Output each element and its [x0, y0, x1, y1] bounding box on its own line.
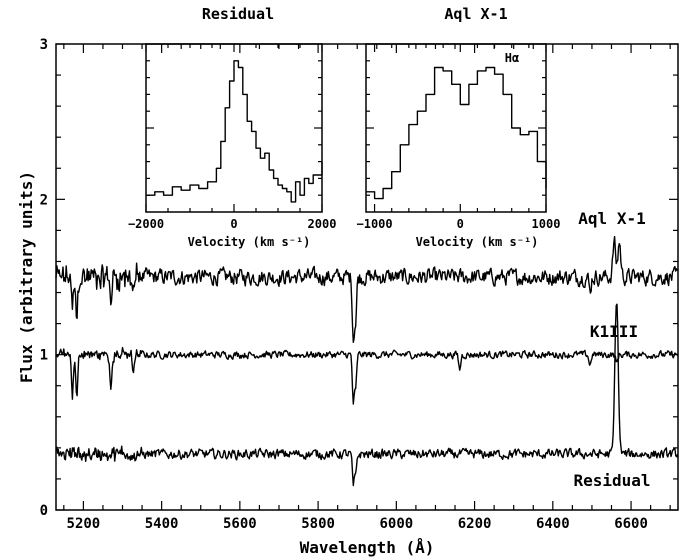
spectrum-line-aql-x1: [55, 235, 678, 343]
inset-aql-annotation: Hα: [505, 51, 519, 65]
inset-spectrum-line: [366, 66, 547, 200]
x-tick-label: 6400: [536, 516, 570, 532]
inset-residual-xlabel: Velocity (km s⁻¹): [188, 235, 311, 249]
x-tick-label: 5200: [67, 516, 101, 532]
series-label-residual: Residual: [573, 471, 650, 490]
inset-aql-spectrum: [366, 66, 547, 200]
y-tick-label: 3: [40, 37, 48, 53]
x-tick-label: 5600: [223, 516, 257, 532]
inset-residual-title: Residual: [202, 5, 274, 23]
inset-residual-ticks: −2000 0 2000: [128, 44, 337, 231]
y-tick-label: 1: [40, 348, 48, 364]
inset-x-tick-label: 0: [457, 217, 464, 231]
spectrum-line-residual: [55, 303, 679, 487]
y-tick-label: 2: [40, 192, 48, 208]
x-tick-label: 5400: [145, 516, 179, 532]
inset-aql-panel: Aql X-1 −1000 0 1000 Hα Velocity (km s⁻¹): [357, 5, 561, 249]
inset-x-tick-label: 0: [230, 217, 237, 231]
inset-x-tick-label: 2000: [308, 217, 337, 231]
inset-aql-ticks: −1000 0 1000: [357, 44, 561, 231]
main-panel: 5200 5400 5600 5800 6000 6200 6400 6600 0 1 2 3 Wav…: [17, 37, 679, 557]
x-tick-label: 6000: [379, 516, 413, 532]
inset-residual-panel: Residual −2000 0 2000 Velocity (km s⁻¹): [128, 5, 337, 249]
inset-x-tick-label: −1000: [357, 217, 393, 231]
y-tick-label: 0: [40, 503, 48, 519]
inset-spectrum-line: [146, 60, 323, 203]
series-label-k1iii: K1III: [590, 322, 638, 341]
inset-aql-title: Aql X-1: [444, 5, 507, 23]
main-ticks: 5200 5400 5600 5800 6000 6200 6400 6600 0 1 2 3: [40, 37, 678, 532]
x-tick-label: 6200: [458, 516, 492, 532]
x-axis-label: Wavelength (Å): [300, 538, 435, 557]
spectrum-line-k1iii: [55, 346, 679, 405]
series-label-aql-x1: Aql X-1: [578, 209, 645, 228]
inset-residual-spectrum: [146, 60, 323, 203]
main-spectra: [55, 235, 679, 487]
x-tick-label: 5800: [301, 516, 335, 532]
x-tick-label: 6600: [614, 516, 648, 532]
inset-x-tick-label: 1000: [532, 217, 561, 231]
inset-aql-xlabel: Velocity (km s⁻¹): [416, 235, 539, 249]
inset-x-tick-label: −2000: [128, 217, 164, 231]
y-axis-label: Flux (arbitrary units): [17, 171, 36, 383]
